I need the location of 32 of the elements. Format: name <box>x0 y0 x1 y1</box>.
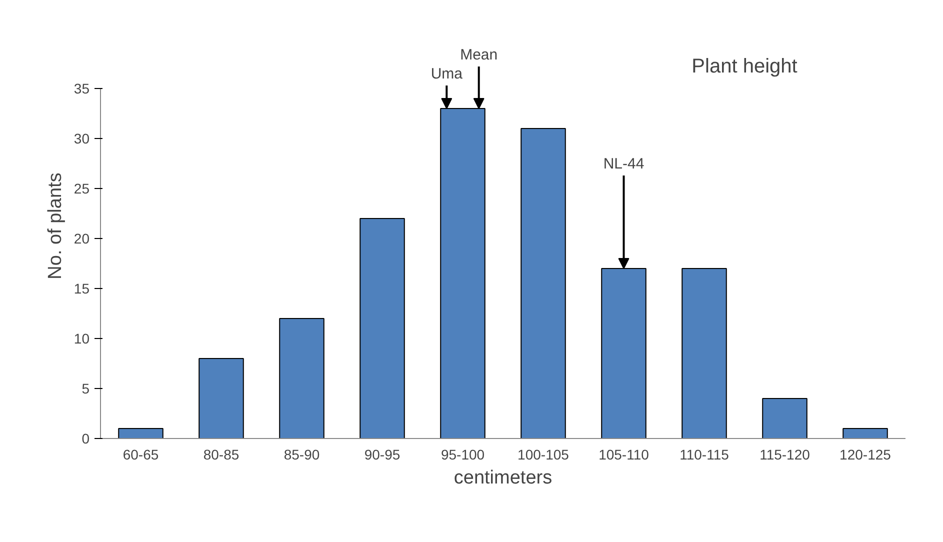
y-tick-label: 15 <box>74 280 90 296</box>
x-tick-label: 80-85 <box>203 446 240 462</box>
y-tick-label: 25 <box>74 180 90 196</box>
y-tick-label: 5 <box>82 380 90 396</box>
annotation: Uma <box>430 66 464 82</box>
annotation: NL-44 <box>603 156 644 172</box>
bar <box>842 428 888 438</box>
x-tick-label: 95-100 <box>440 446 485 462</box>
y-tick-label: 35 <box>74 80 90 96</box>
bar <box>279 318 324 438</box>
y-tick-label: 30 <box>74 130 90 146</box>
x-tick-label: 115-120 <box>760 446 810 462</box>
y-axis-title: No. of plants <box>44 172 66 280</box>
x-tick-label: 90-95 <box>364 446 400 462</box>
bar <box>360 218 405 438</box>
bar <box>118 428 164 438</box>
bar <box>198 358 244 438</box>
x-tick-label: 105-110 <box>598 446 650 462</box>
bar <box>682 268 727 438</box>
x-tick-label: 100-105 <box>518 446 570 462</box>
x-tick-label: 120-125 <box>840 446 892 462</box>
x-tick-label: 85-90 <box>284 446 320 462</box>
annotation: Mean <box>460 46 498 64</box>
y-tick-label: 20 <box>74 230 90 246</box>
x-tick-label: 110-115 <box>680 446 730 462</box>
bar <box>762 398 808 438</box>
y-tick-label: 0 <box>82 430 90 446</box>
bar <box>520 128 566 438</box>
y-tick-label: 10 <box>74 330 90 346</box>
chart-title: Plant height <box>692 56 798 78</box>
x-tick-label: 60-65 <box>122 446 159 462</box>
x-axis-title: centimeters <box>454 468 552 488</box>
